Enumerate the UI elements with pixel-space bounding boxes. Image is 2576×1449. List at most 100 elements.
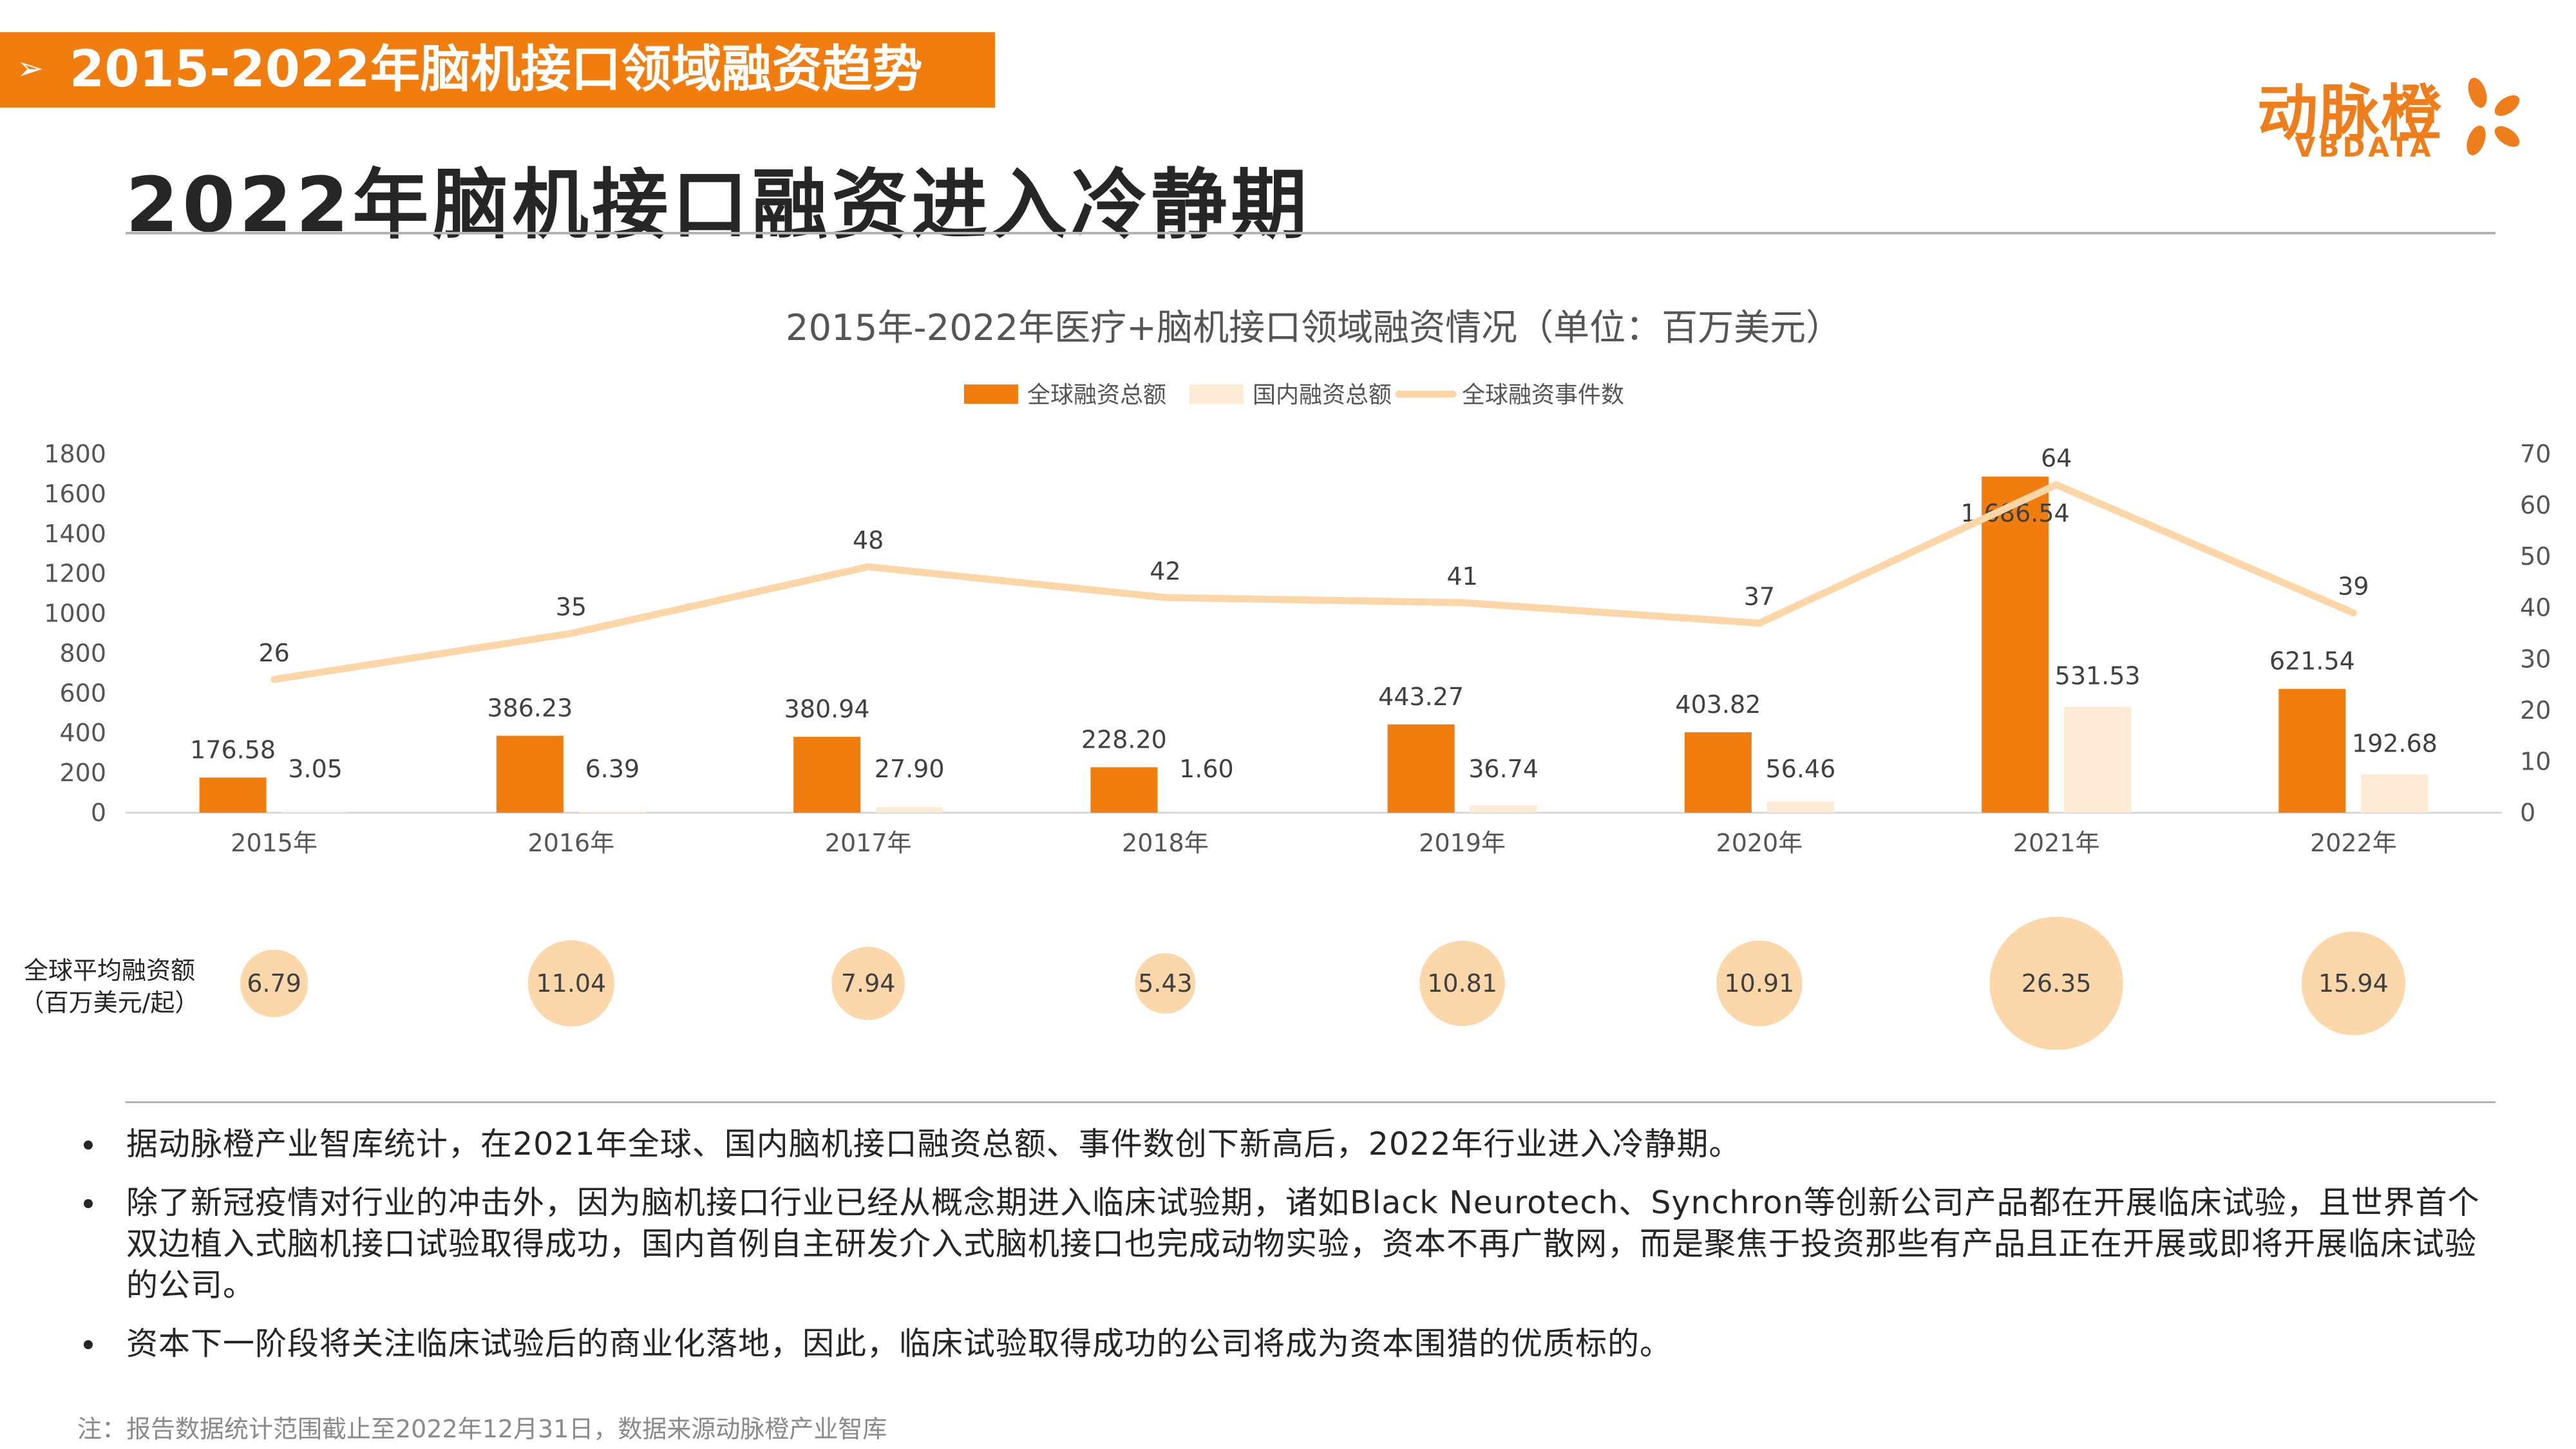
bar-domestic-label: 1.60 xyxy=(1179,755,1234,783)
event-count-label: 42 xyxy=(1150,557,1180,585)
x-tick-label: 2016年 xyxy=(528,829,615,857)
bar-global xyxy=(496,735,564,813)
average-bubble-label: 15.94 xyxy=(2318,969,2389,998)
bar-global-label: 380.94 xyxy=(784,695,870,723)
event-count-label: 41 xyxy=(1446,562,1477,591)
average-bubble-label: 7.94 xyxy=(841,969,896,998)
bar-domestic-label: 192.68 xyxy=(2352,729,2438,757)
y-left-tick-label: 200 xyxy=(59,759,106,787)
logo-petal-icon xyxy=(2467,77,2520,155)
y-right-tick-label: 70 xyxy=(2520,440,2551,468)
bullet-list: 据动脉橙产业智库统计，在2021年全球、国内脑机接口融资总额、事件数创下新高后，… xyxy=(84,1124,2492,1382)
y-left-tick-label: 0 xyxy=(91,799,106,827)
bar-global xyxy=(1684,732,1752,813)
y-right-tick-label: 60 xyxy=(2520,491,2551,520)
page-headline: 2022年脑机接口融资进入冷静期 xyxy=(126,160,1311,249)
event-count-label: 48 xyxy=(853,526,884,554)
logo-name-cn: 动脉橙 xyxy=(2257,79,2443,149)
y-right-tick-label: 20 xyxy=(2520,696,2551,724)
event-count-label: 37 xyxy=(1744,583,1775,611)
x-tick-label: 2021年 xyxy=(2013,829,2100,857)
top-divider xyxy=(126,232,2496,234)
arrow-icon: ➢ xyxy=(17,50,44,88)
bullet-item: 资本下一阶段将关注临床试验后的商业化落地，因此，临床试验取得成功的公司将成为资本… xyxy=(84,1323,2492,1365)
bar-domestic-label: 3.05 xyxy=(288,755,343,783)
chart-title: 2015年-2022年医疗+脑机接口领域融资情况（单位：百万美元） xyxy=(786,307,1842,349)
y-left-tick-label: 1400 xyxy=(44,520,106,548)
average-bubble xyxy=(1419,940,1505,1027)
bar-global-label: 386.23 xyxy=(487,694,573,722)
event-count-label: 26 xyxy=(258,639,289,667)
bar-global xyxy=(793,737,861,813)
y-left-tick-label: 800 xyxy=(59,639,106,667)
logo-name-en: VBDATA xyxy=(2295,131,2434,163)
bar-domestic xyxy=(1766,801,1834,813)
average-bubble-label: 5.43 xyxy=(1138,969,1193,998)
legend-label-events: 全球融资事件数 xyxy=(1462,382,1624,408)
x-tick-label: 2022年 xyxy=(2310,829,2397,857)
bullet-item: 据动脉橙产业智库统计，在2021年全球、国内脑机接口融资总额、事件数创下新高后，… xyxy=(84,1124,2492,1165)
section-title: 2015-2022年脑机接口领域融资趋势 xyxy=(69,41,923,99)
bar-domestic-label: 56.46 xyxy=(1765,755,1835,783)
x-tick-label: 2019年 xyxy=(1419,829,1506,857)
bar-domestic xyxy=(1470,805,1537,813)
bar-global-label: 443.27 xyxy=(1378,683,1464,711)
y-left-tick-label: 600 xyxy=(59,679,106,707)
vbdata-logo: 动脉橙 VBDATA xyxy=(2257,64,2528,167)
section-banner: ➢ 2015-2022年脑机接口领域融资趋势 xyxy=(0,32,995,108)
average-bubble-label: 10.91 xyxy=(1724,969,1794,998)
financing-chart: 2015年-2022年医疗+脑机接口领域融资情况（单位：百万美元） 全球融资总额… xyxy=(44,307,2551,1050)
y-left-tick-label: 1600 xyxy=(44,480,106,508)
y-left-tick-label: 400 xyxy=(59,719,106,747)
x-tick-label: 2020年 xyxy=(1716,829,1803,857)
average-bubble xyxy=(1135,953,1196,1014)
bar-global xyxy=(1982,477,2049,813)
mid-divider xyxy=(126,1101,2496,1103)
bar-domestic-label: 36.74 xyxy=(1468,755,1539,783)
average-label-line1: 全球平均融资额 xyxy=(23,956,195,985)
average-bubble-label: 26.35 xyxy=(2022,969,2092,998)
bullet-item: 除了新冠疫情对行业的冲击外，因为脑机接口行业已经从概念期进入临床试验期，诸如Bl… xyxy=(84,1182,2492,1306)
bar-global-label: 621.54 xyxy=(2269,647,2355,676)
y-right-tick-label: 10 xyxy=(2520,747,2551,775)
bar-domestic xyxy=(281,812,349,813)
bar-global xyxy=(199,777,267,813)
average-label-line2: （百万美元/起） xyxy=(19,989,200,1017)
bar-global xyxy=(2278,688,2346,813)
bar-domestic-label: 531.53 xyxy=(2055,662,2141,690)
bar-domestic-label: 27.90 xyxy=(875,755,945,783)
chart-legend: 全球融资总额 国内融资总额 全球融资事件数 xyxy=(964,382,1624,408)
average-bubble xyxy=(1989,916,2123,1050)
event-count-label: 64 xyxy=(2041,444,2072,473)
x-tick-label: 2017年 xyxy=(825,829,912,857)
average-bubble xyxy=(1716,940,1803,1027)
bar-domestic xyxy=(578,811,646,813)
event-count-label: 39 xyxy=(2338,573,2369,601)
bar-global-label: 228.20 xyxy=(1081,725,1167,753)
average-financing-label: 全球平均融资额 （百万美元/起） xyxy=(13,954,206,1019)
bar-domestic xyxy=(2361,774,2429,813)
legend-label-global: 全球融资总额 xyxy=(1027,382,1166,408)
bar-global xyxy=(1090,767,1158,813)
event-count-line xyxy=(270,481,2357,683)
bar-global-label: 403.82 xyxy=(1675,690,1761,719)
average-bubble-label: 11.04 xyxy=(536,969,606,998)
average-bubble xyxy=(240,949,308,1018)
average-bubble-label: 10.81 xyxy=(1427,969,1497,998)
average-bubble xyxy=(527,940,614,1027)
legend-swatch-global xyxy=(964,384,1018,404)
average-bubble xyxy=(831,947,905,1020)
x-tick-label: 2018年 xyxy=(1122,829,1209,857)
bar-global xyxy=(1387,724,1455,813)
y-left-tick-label: 1800 xyxy=(44,440,106,468)
average-bubble-label: 6.79 xyxy=(247,969,301,998)
event-count-label: 35 xyxy=(556,593,587,621)
y-left-tick-label: 1000 xyxy=(44,600,106,628)
y-right-tick-label: 40 xyxy=(2520,594,2551,622)
bar-global-label: 176.58 xyxy=(190,735,276,764)
bar-domestic xyxy=(876,807,943,813)
y-left-tick-label: 1200 xyxy=(44,560,106,588)
legend-label-domestic: 国内融资总额 xyxy=(1253,382,1392,408)
legend-swatch-domestic xyxy=(1189,384,1244,404)
y-right-tick-label: 30 xyxy=(2520,645,2551,673)
